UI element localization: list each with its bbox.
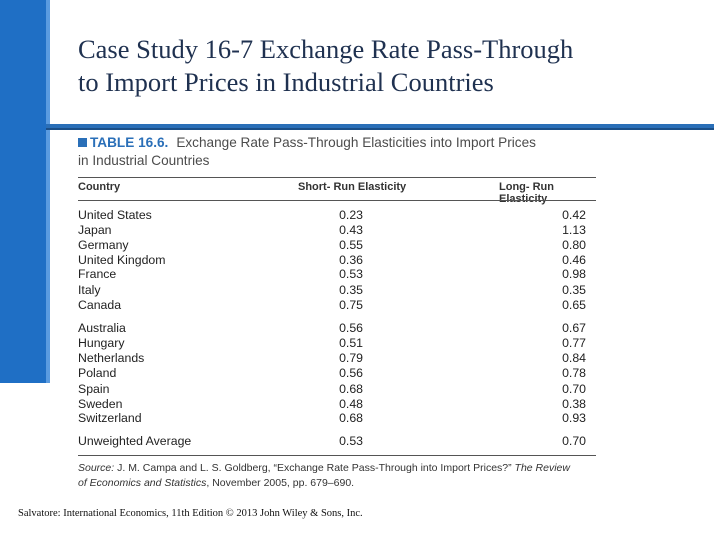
country-cell: Spain (78, 382, 110, 396)
short-run-cell: 0.23 (339, 208, 363, 222)
short-run-cell: 0.55 (339, 238, 363, 252)
table-title-line-1: Exchange Rate Pass-Through Elasticities … (176, 135, 536, 150)
long-run-cell: 0.93 (562, 411, 586, 425)
table-row: France 0.53 0.98 (78, 267, 596, 282)
table-top-rule (78, 177, 596, 178)
long-run-cell: 0.98 (562, 267, 586, 281)
table-title: TABLE 16.6. Exchange Rate Pass-Through El… (78, 134, 598, 170)
table-row: Sweden 0.48 0.38 (78, 397, 596, 412)
long-run-cell: 0.70 (562, 382, 586, 396)
country-cell: Switzerland (78, 411, 142, 425)
long-run-cell: 0.77 (562, 336, 586, 350)
short-run-cell: 0.68 (339, 382, 363, 396)
table-row: United Kingdom 0.36 0.46 (78, 253, 596, 268)
slide-title: Case Study 16-7 Exchange Rate Pass-Throu… (78, 33, 698, 99)
long-run-cell: 0.84 (562, 351, 586, 365)
top-rule (46, 124, 714, 128)
short-run-cell: 0.43 (339, 223, 363, 237)
slide-title-line-1: Case Study 16-7 Exchange Rate Pass-Throu… (78, 34, 574, 64)
long-run-cell: 0.65 (562, 298, 586, 312)
country-cell: Hungary (78, 336, 125, 350)
table-row: Hungary 0.51 0.77 (78, 336, 596, 351)
country-cell: Japan (78, 223, 112, 237)
country-cell: Australia (78, 321, 126, 335)
source-label: Source: (78, 462, 115, 474)
long-run-cell: 0.78 (562, 366, 586, 380)
short-run-cell: 0.48 (339, 397, 363, 411)
table-source: Source: J. M. Campa and L. S. Goldberg, … (78, 461, 598, 491)
table-row: Australia 0.56 0.67 (78, 321, 596, 336)
left-accent-bar (0, 0, 46, 383)
short-run-cell: 0.36 (339, 253, 363, 267)
table-row: Italy 0.35 0.35 (78, 283, 596, 298)
country-cell: United States (78, 208, 152, 222)
table-header-rule (78, 200, 596, 201)
long-run-cell: 0.35 (562, 283, 586, 297)
long-run-cell: 0.42 (562, 208, 586, 222)
table-header: Country Short- Run Elasticity Long- Run … (78, 181, 596, 205)
short-run-cell: 0.53 (339, 267, 363, 281)
slide-title-line-2: to Import Prices in Industrial Countries (78, 67, 494, 97)
table-row: Poland 0.56 0.78 (78, 366, 596, 381)
left-accent-bar-edge (46, 0, 50, 383)
table-title-line-2: in Industrial Countries (78, 153, 210, 168)
long-run-cell: 0.80 (562, 238, 586, 252)
long-run-cell: 0.70 (562, 434, 586, 448)
table-bottom-rule (78, 455, 596, 456)
short-run-cell: 0.68 (339, 411, 363, 425)
country-cell: Poland (78, 366, 117, 380)
header-country: Country (78, 181, 121, 193)
source-pages: , November 2005, pp. 679–690. (206, 477, 355, 489)
header-short-run: Short- Run Elasticity (298, 181, 407, 193)
long-run-cell: 1.13 (562, 223, 586, 237)
short-run-cell: 0.51 (339, 336, 363, 350)
short-run-cell: 0.56 (339, 366, 363, 380)
country-cell: Unweighted Average (78, 434, 192, 448)
table-row: United States 0.23 0.42 (78, 208, 596, 223)
short-run-cell: 0.56 (339, 321, 363, 335)
short-run-cell: 0.79 (339, 351, 363, 365)
source-text: J. M. Campa and L. S. Goldberg, “Exchang… (114, 462, 515, 474)
country-cell: Canada (78, 298, 122, 312)
source-journal-b: of Economics and Statistics (78, 477, 207, 489)
table-row: Germany 0.55 0.80 (78, 238, 596, 253)
short-run-cell: 0.53 (339, 434, 363, 448)
country-cell: Italy (78, 283, 101, 297)
table-row: Canada 0.75 0.65 (78, 298, 596, 313)
table-row: Japan 0.43 1.13 (78, 223, 596, 238)
table-number: TABLE 16.6. (90, 135, 169, 150)
long-run-cell: 0.46 (562, 253, 586, 267)
slide-footer: Salvatore: International Economics, 11th… (18, 508, 363, 519)
square-bullet-icon (78, 138, 87, 147)
country-cell: United Kingdom (78, 253, 166, 267)
country-cell: Sweden (78, 397, 123, 411)
table-row: Netherlands 0.79 0.84 (78, 351, 596, 366)
table-row: Unweighted Average 0.53 0.70 (78, 434, 596, 449)
country-cell: Netherlands (78, 351, 145, 365)
top-rule-shadow (46, 128, 714, 130)
table-row: Switzerland 0.68 0.93 (78, 411, 596, 426)
source-journal-a: The Review (514, 462, 570, 474)
header-long-run: Long- Run Elasticity (499, 181, 554, 205)
short-run-cell: 0.75 (339, 298, 363, 312)
country-cell: Germany (78, 238, 129, 252)
long-run-cell: 0.67 (562, 321, 586, 335)
short-run-cell: 0.35 (339, 283, 363, 297)
table-row: Spain 0.68 0.70 (78, 382, 596, 397)
country-cell: France (78, 267, 117, 281)
long-run-cell: 0.38 (562, 397, 586, 411)
